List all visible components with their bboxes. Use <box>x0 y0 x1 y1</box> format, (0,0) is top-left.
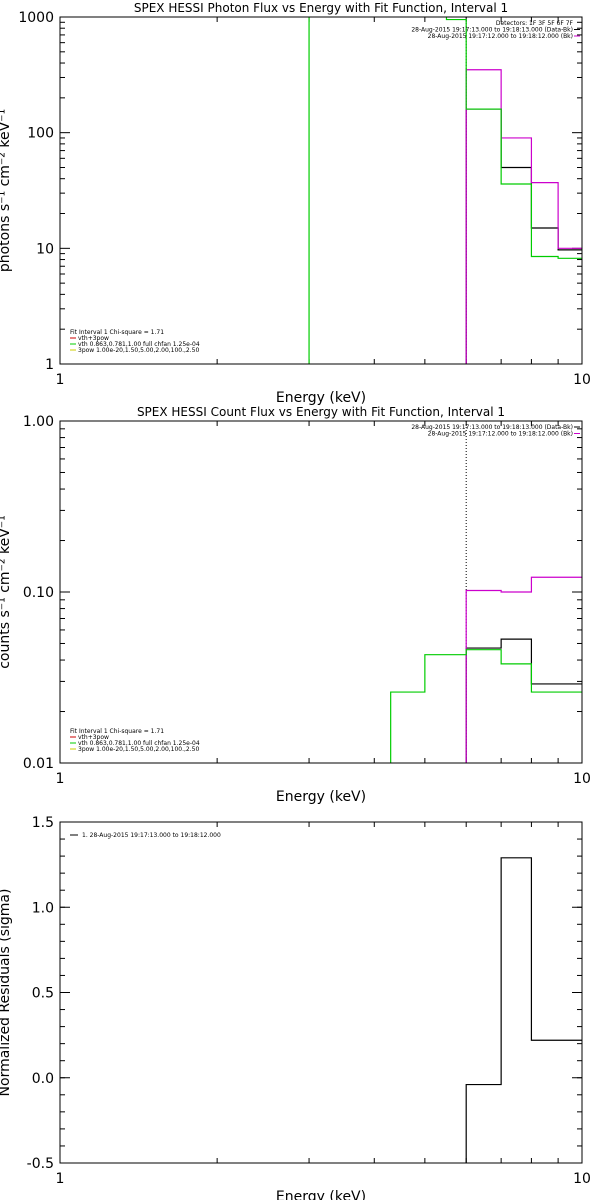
y-axis-label: photons s⁻¹ cm⁻² keV⁻¹ <box>0 109 13 272</box>
chart-title: SPEX HESSI Count Flux vs Energy with Fit… <box>137 405 505 419</box>
legend-line: vth 0.863,0.781,1.00 full chfan 1.25e-04 <box>78 341 200 348</box>
x-tick-label: 10 <box>573 372 591 388</box>
plot-frame <box>59 420 583 764</box>
legend-line: vth+3pow <box>78 734 109 741</box>
legend-line: 3pow 1.00e-20,1.50,5.00,2.00,100.,2.50 <box>78 347 199 354</box>
y-tick-label: 1.0 <box>32 900 54 916</box>
x-tick-label: 1 <box>56 771 65 787</box>
legend-line: Fit Interval 1 Chi-square = 1.71 <box>70 728 164 735</box>
plot-frame <box>59 821 583 1164</box>
x-tick-label: 10 <box>573 1171 591 1187</box>
y-tick-label: 10 <box>36 241 54 257</box>
legend-line: Fit Interval 1 Chi-square = 1.71 <box>70 329 164 336</box>
plot-frame <box>59 16 583 365</box>
x-axis-label: Energy (keV) <box>276 1189 366 1200</box>
x-tick-label: 1 <box>56 1171 65 1187</box>
y-axis-label: Normalized Residuals (sigma) <box>0 889 13 1097</box>
info-line: 28-Aug-2015 19:17:13.000 to 19:18:13.000… <box>411 27 573 34</box>
y-tick-label: 100 <box>27 126 54 142</box>
chart-2: SPEX HESSI Count Flux vs Energy with Fit… <box>0 405 591 805</box>
series-1-line <box>465 108 582 364</box>
info-line: 28-Aug-2015 19:17:12.000 to 19:18:12.000… <box>428 33 573 40</box>
legend-line: 3pow 1.00e-20,1.50,5.00,2.00,100.,2.50 <box>78 746 199 753</box>
chart-3: Energy (keV) Normalized Residuals (sigma)… <box>0 815 591 1200</box>
y-tick-label: 1 <box>45 357 54 373</box>
chart-title: SPEX HESSI Photon Flux vs Energy with Fi… <box>134 1 508 15</box>
y-tick-label: 0.01 <box>23 756 54 772</box>
info-line: 28-Aug-2015 19:17:13.000 to 19:18:13.000… <box>411 424 573 431</box>
legend-line: vth+3pow <box>78 335 109 342</box>
series-1-line <box>465 857 582 1163</box>
y-tick-label: 1000 <box>18 10 54 26</box>
y-tick-label: -0.5 <box>27 1156 54 1172</box>
y-tick-label: 0.5 <box>32 986 54 1002</box>
legend-line: vth 0.863,0.781,1.00 full chfan 1.25e-04 <box>78 740 200 747</box>
info-line: Detectors: 1F 3F 5F 6F 7F <box>496 20 574 27</box>
x-axis-label: Energy (keV) <box>276 789 366 805</box>
series-2-line <box>465 576 582 763</box>
series-3-line <box>308 17 582 364</box>
y-tick-label: 1.00 <box>23 414 54 430</box>
y-tick-label: 0.10 <box>23 585 54 601</box>
x-tick-label: 1 <box>56 372 65 388</box>
x-axis-label: Energy (keV) <box>276 390 366 406</box>
series-1-line <box>465 638 582 763</box>
info-line: 28-Aug-2015 19:17:12.000 to 19:18:12.000… <box>428 431 573 438</box>
y-tick-label: 0.0 <box>32 1071 54 1087</box>
chart-1: SPEX HESSI Photon Flux vs Energy with Fi… <box>0 1 591 406</box>
x-tick-label: 10 <box>573 771 591 787</box>
series-2-line <box>465 69 582 364</box>
legend-line: 1. 28-Aug-2015 19:17:13.000 to 19:18:12.… <box>82 832 221 839</box>
y-axis-label: counts s⁻¹ cm⁻² keV⁻¹ <box>0 515 13 669</box>
series-3-line <box>390 649 582 763</box>
y-tick-label: 1.5 <box>32 815 54 831</box>
